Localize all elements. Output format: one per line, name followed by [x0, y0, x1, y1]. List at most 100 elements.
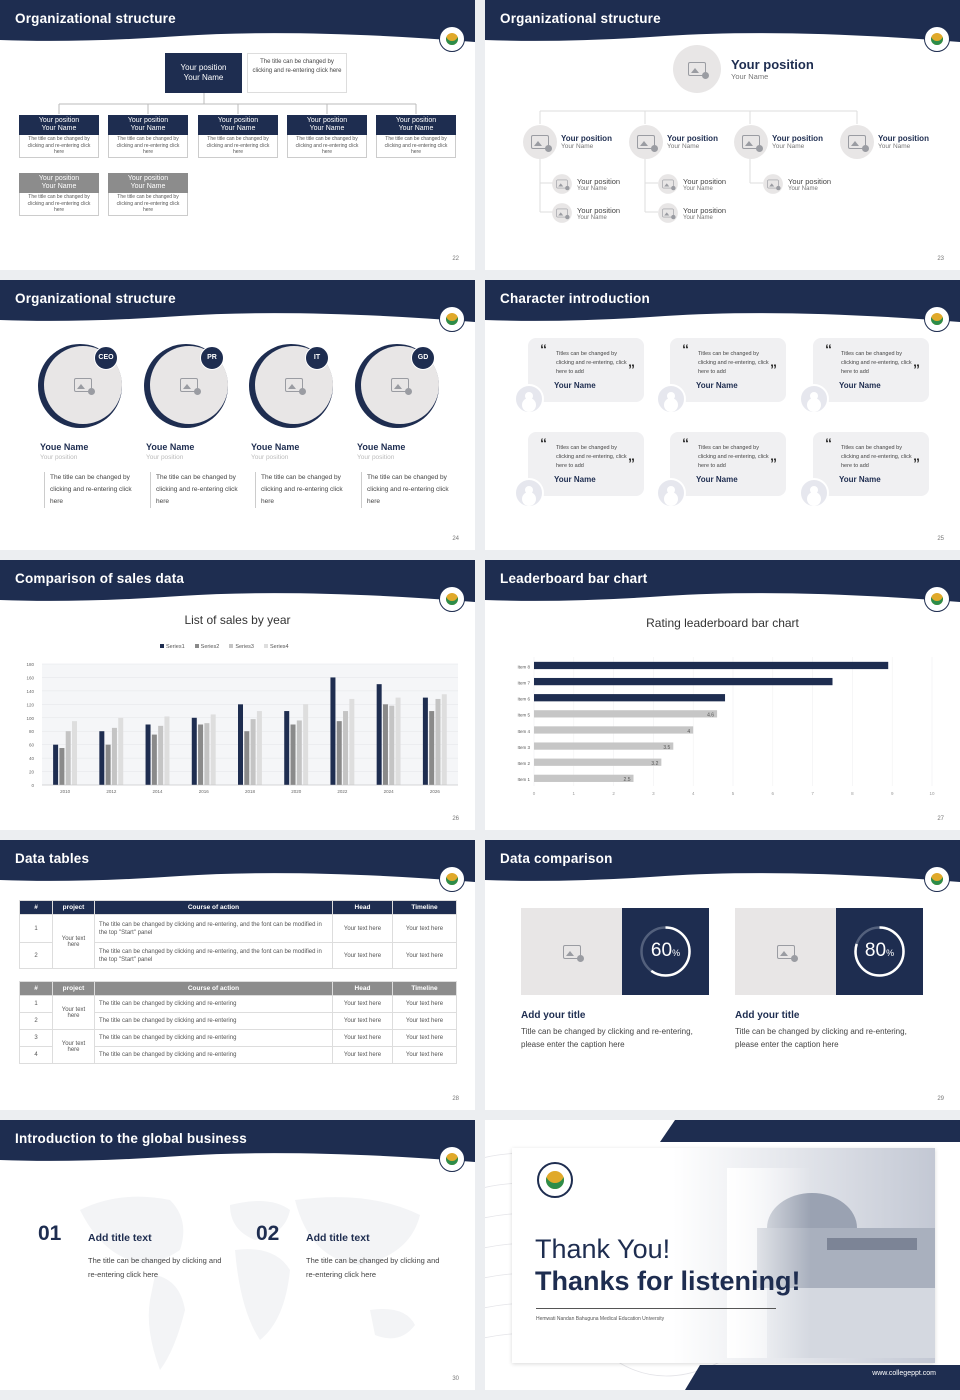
cell-project: Your text here — [52, 995, 95, 1030]
photo-placeholder[interactable] — [658, 174, 678, 194]
bar-series2-2010 — [59, 748, 65, 785]
image-icon — [391, 378, 412, 395]
org-subperson: Your position Your Name — [551, 202, 620, 224]
avatar[interactable] — [514, 478, 544, 508]
x-tick-label: 7 — [811, 791, 814, 796]
photo-placeholder[interactable] — [840, 125, 874, 159]
org-box[interactable]: Your position Your Name The title can be c… — [19, 115, 99, 158]
x-tick-label: 2024 — [384, 789, 395, 794]
photo-placeholder[interactable] — [523, 125, 557, 159]
table-row[interactable]: 1 Your text here The title can be changed … — [19, 995, 457, 1030]
testimonial-name: Your Name — [696, 475, 738, 484]
slide-header — [0, 280, 475, 328]
x-tick-label: 2010 — [60, 789, 71, 794]
slide-24[interactable]: Organizational structure CEO Youe Name Y… — [0, 280, 475, 550]
org-box-desc: The title can be changed by clicking and… — [198, 135, 278, 158]
website-url[interactable]: www.collegeppt.com — [872, 1370, 936, 1377]
position-label: Your position — [395, 117, 437, 124]
name-label: Your Name — [41, 183, 77, 190]
y-tick-label: Item 3 — [517, 745, 530, 750]
photo-placeholder[interactable] — [658, 203, 678, 223]
x-tick-label: 3 — [652, 791, 655, 796]
data-label: 4.6 — [707, 713, 714, 719]
testimonial-card[interactable]: “ ” Titles can be changed by clicking and … — [670, 432, 786, 496]
photo-placeholder[interactable] — [735, 908, 836, 995]
avatar[interactable] — [799, 478, 829, 508]
name-label: Your Name — [683, 214, 713, 221]
org-box[interactable]: Your position Your Name The title can be c… — [376, 115, 456, 158]
position-label: Your position — [561, 134, 612, 143]
bar-series3-2018 — [250, 719, 256, 785]
org-box-header: Your position Your Name — [108, 173, 188, 193]
member-desc: The title can be changed by clicking and… — [50, 474, 132, 505]
item-title: Add your title — [521, 1010, 586, 1021]
cell-project: Your text here — [52, 1029, 95, 1064]
stat-unit: % — [672, 948, 681, 958]
slide-26[interactable]: Comparison of sales data List of sales b… — [0, 560, 475, 830]
testimonial-card[interactable]: “ ” Titles can be changed by clicking and … — [528, 432, 644, 496]
table-row[interactable]: 3 Your text here The title can be changed … — [19, 1029, 457, 1064]
org-box[interactable]: Your position Your Name The title can be c… — [198, 115, 278, 158]
photo-placeholder[interactable] — [734, 125, 768, 159]
org-subperson: Your position Your Name — [657, 173, 726, 195]
world-map-background — [80, 1196, 420, 1370]
y-tick-label: 60 — [29, 743, 35, 748]
bar-item-8 — [534, 661, 889, 670]
table-row[interactable]: 1 Your text here The title can be changed … — [19, 914, 457, 969]
name-label: Your Name — [130, 125, 166, 132]
slide-28[interactable]: Data tables # project Course of action Head… — [0, 840, 475, 1110]
testimonial-name: Your Name — [839, 475, 881, 484]
photo-placeholder[interactable] — [673, 45, 721, 93]
bar-series4-2016 — [210, 714, 216, 785]
testimonial-card[interactable]: “ ” Titles can be changed by clicking and … — [813, 338, 929, 402]
item-desc: Title can be changed by clicking and re-… — [521, 1027, 693, 1049]
org-box[interactable]: Your position Your Name The title can be c… — [108, 173, 188, 216]
bar-series1-2020 — [284, 711, 290, 785]
avatar[interactable] — [799, 384, 829, 414]
testimonial-text: Titles can be changed by clicking and re… — [841, 351, 912, 375]
testimonial-card[interactable]: “ ” Titles can be changed by clicking and … — [670, 338, 786, 402]
photo-placeholder[interactable] — [763, 174, 783, 194]
org-box[interactable]: Your position Your Name The title can be c… — [108, 115, 188, 158]
org-box-desc: The title can be changed by clicking and… — [108, 135, 188, 158]
testimonial-card[interactable]: “ ” Titles can be changed by clicking and … — [528, 338, 644, 402]
photo-placeholder[interactable] — [629, 125, 663, 159]
avatar[interactable] — [656, 478, 686, 508]
stat-unit: % — [886, 948, 895, 958]
slide-header — [485, 0, 960, 48]
page-number: 25 — [937, 536, 944, 542]
y-tick-label: 100 — [26, 716, 34, 721]
testimonial-text: Titles can be changed by clicking and re… — [698, 445, 769, 469]
slide-23[interactable]: Organizational structure Your position Yo… — [485, 0, 960, 270]
org-box[interactable]: Your position Your Name The title can be c… — [19, 173, 99, 216]
bar-item-1 — [534, 774, 634, 782]
bar-series2-2012 — [105, 744, 111, 785]
col-header: project — [52, 900, 95, 915]
photo-placeholder[interactable] — [552, 203, 572, 223]
legend-item: Series1 — [160, 644, 185, 650]
name-label: Your Name — [220, 125, 256, 132]
image-icon — [556, 208, 570, 220]
cell-num: 2 — [19, 942, 53, 969]
slide-30[interactable]: Introduction to the global business 01 A… — [0, 1120, 475, 1390]
photo-placeholder[interactable] — [552, 174, 572, 194]
org-box[interactable]: Your position Your Name The title can be c… — [287, 115, 367, 158]
slide-25[interactable]: Character introduction “” Titles can be c… — [485, 280, 960, 550]
avatar[interactable] — [656, 384, 686, 414]
top-description: The title can be changed by clicking and… — [247, 53, 347, 93]
slide-31[interactable]: Thank You! Thanks for listening! Hemwati… — [485, 1120, 960, 1390]
photo-placeholder[interactable] — [521, 908, 622, 995]
table-row[interactable]: 4 The title can be changed by clicking an… — [19, 1046, 457, 1064]
page-number: 30 — [452, 1376, 459, 1382]
testimonial-card[interactable]: “ ” Titles can be changed by clicking and … — [813, 432, 929, 496]
slide-27[interactable]: Leaderboard bar chart Rating leaderboard… — [485, 560, 960, 830]
slide-29[interactable]: Data comparison 60% Add your title Title… — [485, 840, 960, 1110]
table-row[interactable]: 2 The title can be changed by clicking an… — [19, 942, 457, 969]
bar-series4-2014 — [164, 716, 170, 785]
cell-action: The title can be changed by clicking and… — [94, 1046, 333, 1064]
close-quote-icon: ” — [628, 455, 635, 471]
bar-item-6 — [534, 694, 726, 702]
slide-22[interactable]: Organizational structure Your position Y… — [0, 0, 475, 270]
avatar[interactable] — [514, 384, 544, 414]
item-title: Add your title — [735, 1010, 800, 1021]
